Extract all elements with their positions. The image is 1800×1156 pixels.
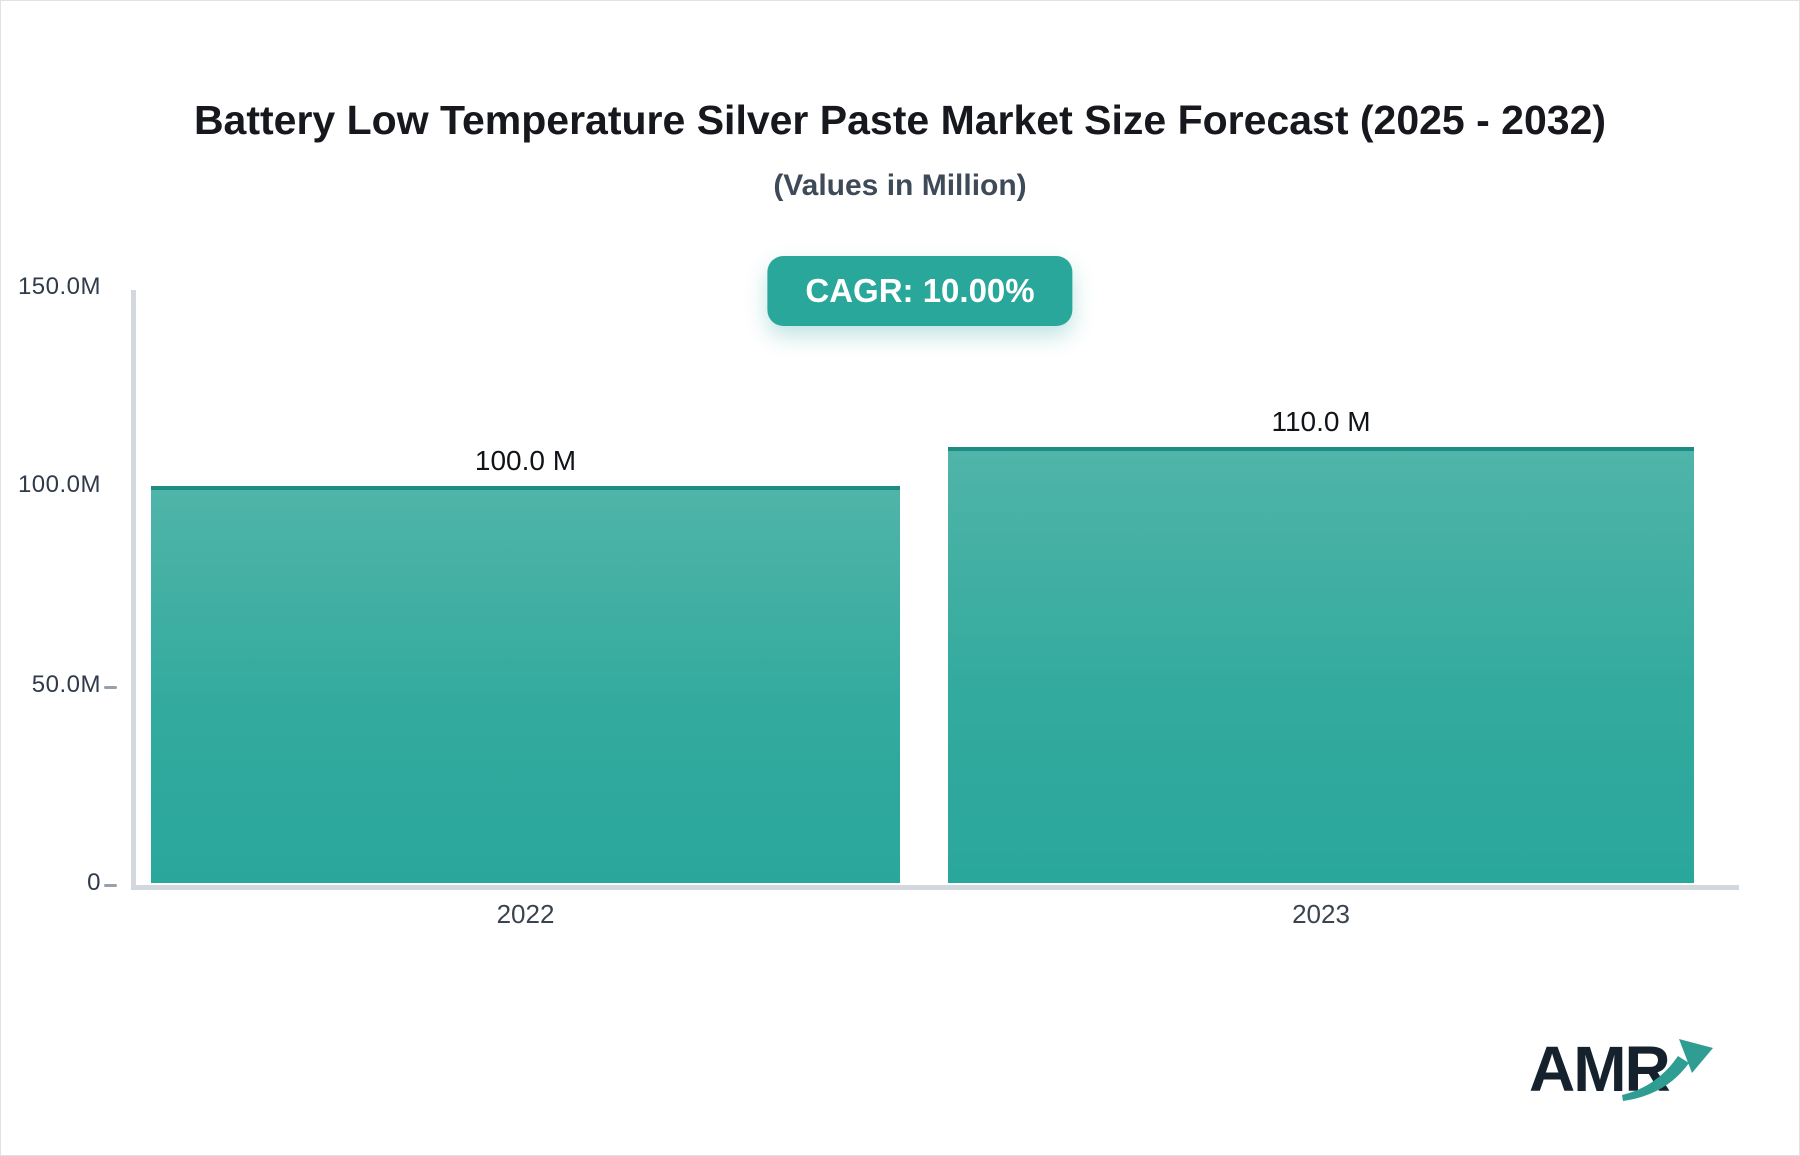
- y-tick-mark-0: [104, 884, 117, 887]
- x-tick-label-2022: 2022: [496, 899, 555, 929]
- y-tick-label-50m: 50.0M: [31, 671, 101, 698]
- amr-logo-growth-arrow-icon: [1622, 1039, 1713, 1101]
- amr-logo: AMR: [1529, 1031, 1719, 1111]
- chart-title: Battery Low Temperature Silver Paste Mar…: [193, 97, 1607, 143]
- bar-group-2022: 100.0 M: [151, 445, 900, 883]
- y-tick-mark-50m: [104, 686, 117, 689]
- y-tick-label-100m: 100.0M: [17, 471, 101, 498]
- chart-subtitle: (Values in Million): [773, 169, 1027, 202]
- bar-value-label-2023: 110.0 M: [1271, 406, 1371, 437]
- x-axis-line: [131, 885, 1739, 890]
- bar-group-2023: 110.0 M: [948, 406, 1694, 883]
- bar-2022: [151, 486, 900, 883]
- bar-2023: [948, 447, 1694, 883]
- y-tick-label-150m: 150.0M: [17, 273, 101, 300]
- cagr-badge: CAGR: 10.00%: [767, 256, 1073, 326]
- bar-value-label-2022: 100.0 M: [474, 445, 577, 476]
- y-axis-line: [131, 290, 136, 890]
- x-tick-label-2023: 2023: [1292, 899, 1350, 929]
- y-tick-label-0: 0: [87, 869, 101, 896]
